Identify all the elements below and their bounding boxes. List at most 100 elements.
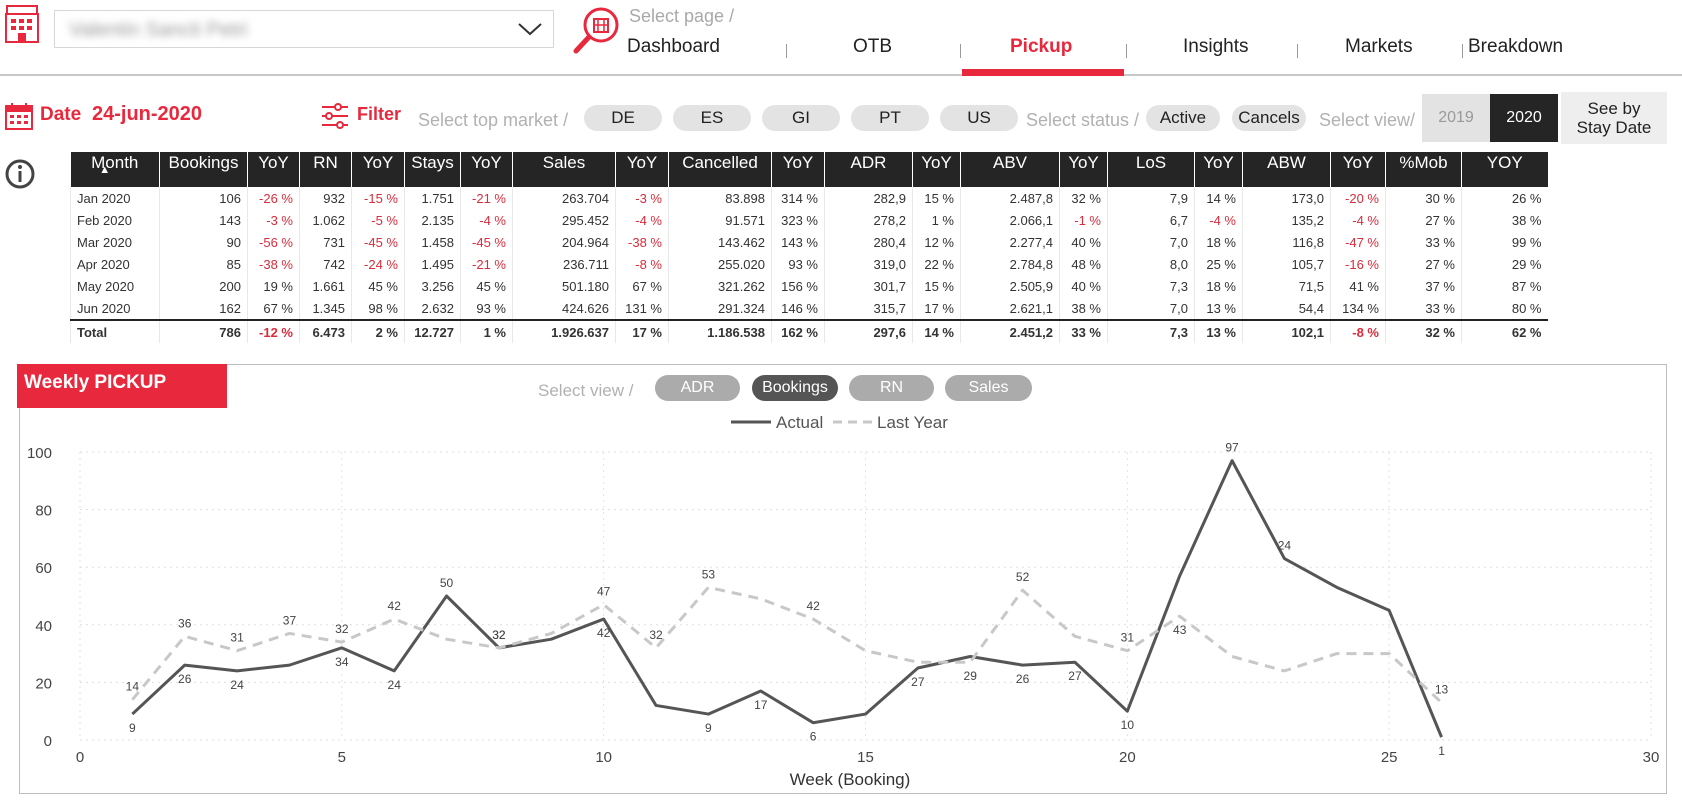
column-header[interactable]: YOY [1461, 152, 1548, 187]
table-cell: -12 % [247, 319, 300, 343]
tab-insights[interactable]: Insights [1183, 36, 1249, 57]
table-cell: 278,2 [824, 209, 913, 231]
year-button-2019[interactable]: 2019 [1422, 94, 1490, 142]
table-cell: -21 % [460, 253, 513, 275]
column-header[interactable]: Stays [404, 152, 461, 187]
column-header[interactable]: ABW [1242, 152, 1331, 187]
table-cell: 15 % [912, 187, 961, 209]
column-header[interactable]: YoY [1059, 152, 1108, 187]
table-cell: 85 [159, 253, 248, 275]
table-cell: 33 % [1059, 319, 1108, 343]
table-cell: 67 % [615, 275, 669, 297]
table-cell: 501.180 [512, 275, 616, 297]
table-cell: 80 % [1461, 297, 1548, 320]
market-pill-us[interactable]: US [940, 105, 1018, 131]
tab-divider [960, 44, 961, 58]
last-year-data-label: 42 [388, 599, 402, 613]
column-header[interactable]: ABV [960, 152, 1060, 187]
table-cell: -15 % [351, 187, 405, 209]
chart-view-rn[interactable]: RN [849, 375, 934, 401]
y-tick-label: 0 [44, 733, 52, 750]
market-pill-es[interactable]: ES [673, 105, 751, 131]
column-header[interactable]: LoS [1107, 152, 1195, 187]
tab-pickup[interactable]: Pickup [1010, 36, 1073, 57]
table-cell: 38 % [1461, 209, 1548, 231]
table-cell: -38 % [615, 231, 669, 253]
actual-data-label: 34 [335, 655, 349, 669]
table-cell: 38 % [1059, 297, 1108, 320]
year-button-2020[interactable]: 2020 [1490, 94, 1558, 142]
table-cell: 786 [159, 319, 248, 343]
table-cell: -4 % [460, 209, 513, 231]
last-year-data-label: 37 [283, 613, 297, 627]
filter-button[interactable]: Filter [357, 104, 402, 124]
table-cell: 7,3 [1107, 275, 1195, 297]
table-cell: 1.661 [299, 275, 352, 297]
tab-otb[interactable]: OTB [853, 36, 893, 57]
row-month-cell: Total [70, 319, 160, 343]
table-cell: -45 % [460, 231, 513, 253]
column-header[interactable]: Cancelled [668, 152, 772, 187]
see-by-stay-date-button[interactable]: See by Stay Date [1561, 92, 1667, 144]
tab-breakdown[interactable]: Breakdown [1468, 36, 1564, 57]
x-tick-label: 20 [1119, 749, 1136, 766]
column-header[interactable]: YoY [771, 152, 825, 187]
table-cell: 67 % [247, 297, 300, 320]
column-header[interactable]: %Mob [1385, 152, 1462, 187]
column-header[interactable]: YoY [615, 152, 669, 187]
column-header[interactable]: YoY [460, 152, 513, 187]
column-header[interactable]: Sales [512, 152, 616, 187]
table-cell: 731 [299, 231, 352, 253]
table-cell: 2.784,8 [960, 253, 1060, 275]
table-cell: 48 % [1059, 253, 1108, 275]
tab-dashboard[interactable]: Dashboard [627, 36, 720, 57]
market-pill-pt[interactable]: PT [851, 105, 929, 131]
select-page-label: Select page / [629, 6, 735, 26]
column-header[interactable]: YoY [1330, 152, 1386, 187]
sliders-icon[interactable] [320, 101, 350, 136]
column-header[interactable]: YoY [351, 152, 405, 187]
legend-last-year-label: Last Year [877, 413, 948, 432]
hotel-dropdown-value: Valentin Sancti Petri [69, 19, 248, 41]
column-header[interactable]: Month ▲ [70, 152, 160, 187]
table-cell: 33 % [1385, 231, 1462, 253]
tab-markets[interactable]: Markets [1345, 36, 1413, 57]
actual-data-label: 1 [1438, 744, 1445, 758]
table-cell: 2.277,4 [960, 231, 1060, 253]
table-cell: 17 % [912, 297, 961, 320]
hotel-dropdown[interactable]: Valentin Sancti Petri [54, 10, 554, 48]
last-year-data-label: 32 [492, 628, 506, 642]
table-cell: 7,9 [1107, 187, 1195, 209]
column-header[interactable]: Bookings [159, 152, 248, 187]
column-header[interactable]: YoY [1194, 152, 1243, 187]
column-header[interactable]: ADR [824, 152, 913, 187]
chart-view-bookings[interactable]: Bookings [752, 375, 838, 401]
last-year-data-label: 29 [964, 669, 978, 683]
row-month-cell: Jun 2020 [70, 297, 160, 320]
table-cell: 143 % [771, 231, 825, 253]
actual-data-label: 32 [492, 628, 506, 642]
market-pill-gi[interactable]: GI [762, 105, 840, 131]
last-year-data-label: 31 [1121, 631, 1135, 645]
weekly-pickup-panel [19, 364, 1667, 794]
column-header[interactable]: RN [299, 152, 352, 187]
table-cell: 12.727 [404, 319, 461, 343]
table-cell: 255.020 [668, 253, 772, 275]
market-pill-de[interactable]: DE [584, 105, 662, 131]
table-cell: 297,6 [824, 319, 913, 343]
x-tick-label: 10 [595, 749, 612, 766]
column-header[interactable]: YoY [912, 152, 961, 187]
chart-view-adr[interactable]: ADR [655, 375, 740, 401]
table-cell: 27 % [1385, 209, 1462, 231]
chart-view-sales[interactable]: Sales [945, 375, 1032, 401]
table-cell: 2.632 [404, 297, 461, 320]
y-tick-label: 100 [27, 445, 52, 462]
x-tick-label: 25 [1381, 749, 1398, 766]
status-pill-active[interactable]: Active [1146, 105, 1220, 131]
column-header[interactable]: YoY [247, 152, 300, 187]
status-pill-cancels[interactable]: Cancels [1232, 105, 1306, 131]
table-cell: 1 % [460, 319, 513, 343]
date-value[interactable]: 24-jun-2020 [92, 103, 203, 125]
info-icon[interactable] [4, 158, 36, 195]
table-cell: 1.345 [299, 297, 352, 320]
